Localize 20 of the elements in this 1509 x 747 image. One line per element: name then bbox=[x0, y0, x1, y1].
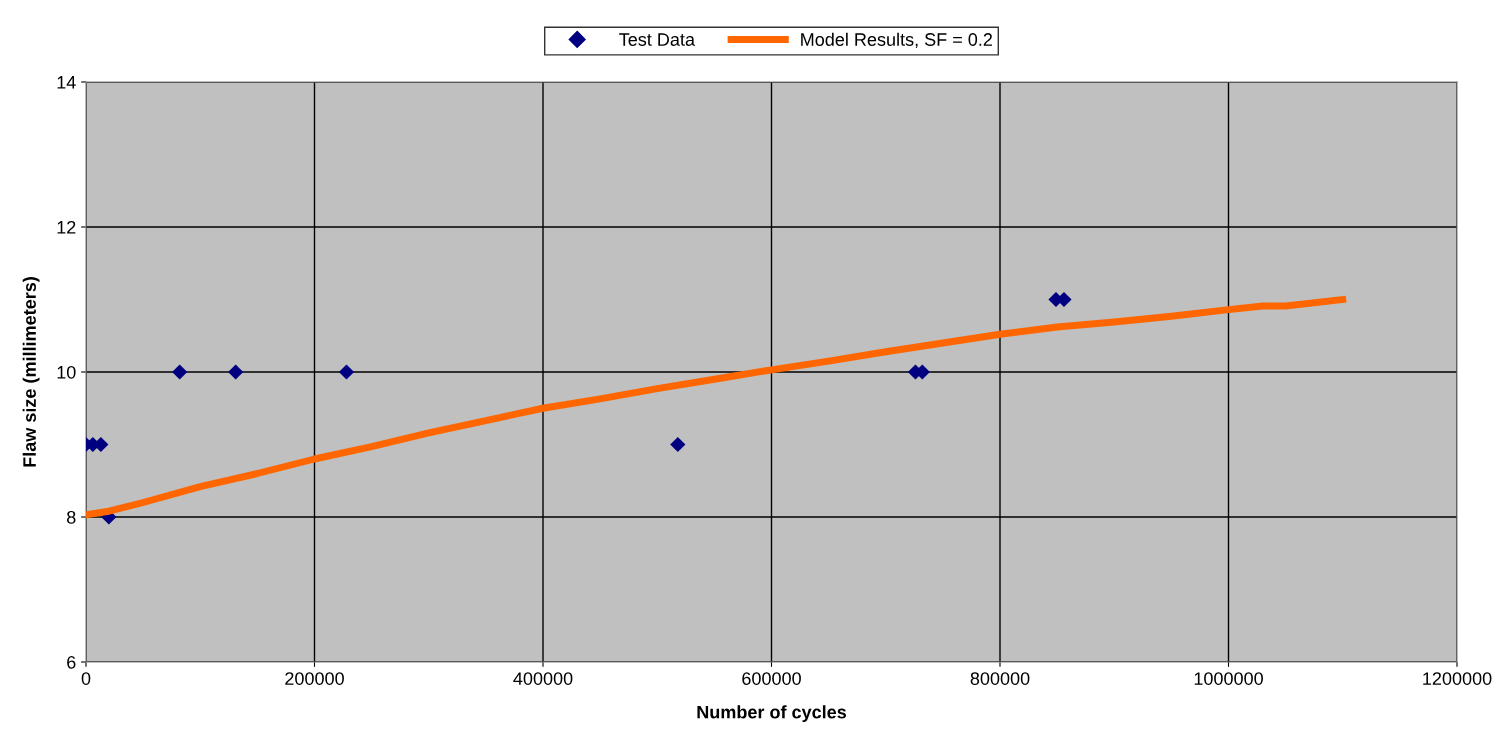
x-tick-label: 400000 bbox=[513, 672, 573, 685]
y-tick-label: 8 bbox=[67, 510, 76, 524]
y-tick-label: 6 bbox=[67, 655, 76, 669]
x-tick-label: 800000 bbox=[970, 672, 1030, 685]
point bbox=[172, 364, 188, 380]
y-tick-label: 14 bbox=[57, 76, 76, 89]
x-tick-label: 1000000 bbox=[1194, 672, 1263, 685]
x-tick-label: 1200000 bbox=[1423, 672, 1492, 685]
point bbox=[228, 364, 244, 380]
point bbox=[670, 436, 686, 453]
point bbox=[338, 364, 355, 380]
x-tick-label: 600000 bbox=[742, 672, 801, 685]
legend-label: Model Results, SF = 0.2 bbox=[801, 32, 992, 49]
y-tick-label: 12 bbox=[57, 220, 76, 234]
y-axis-title: Flaw size (millimeters) bbox=[22, 277, 40, 467]
x-tick-label: 200000 bbox=[285, 672, 344, 685]
x-tick-label: 0 bbox=[81, 672, 91, 685]
legend-label: Test Data bbox=[619, 33, 695, 46]
y-tick-label: 10 bbox=[57, 365, 76, 379]
x-axis-title: Number of cycles bbox=[697, 705, 847, 723]
